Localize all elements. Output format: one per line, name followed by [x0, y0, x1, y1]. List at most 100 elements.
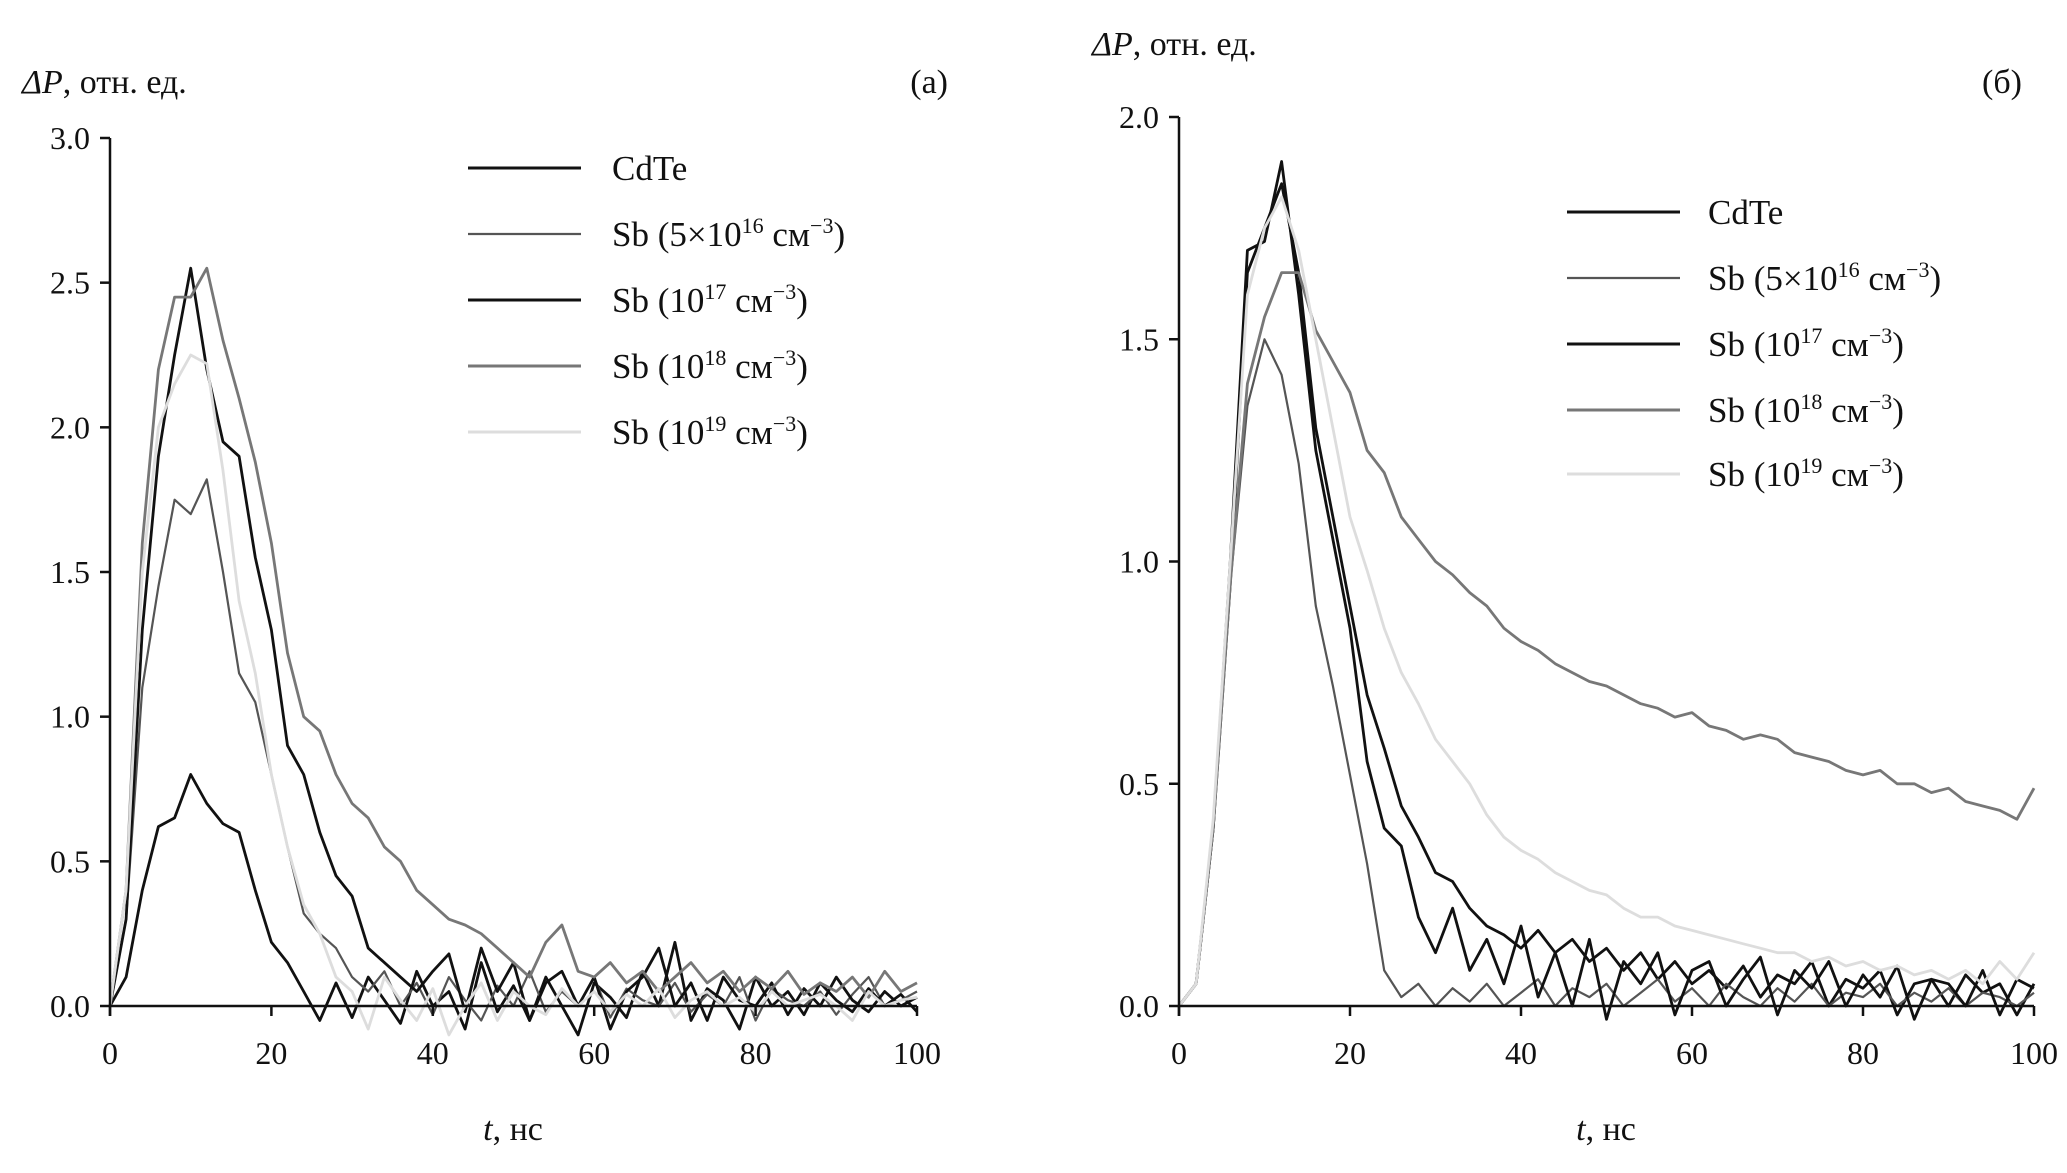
- legend-text: см: [764, 215, 810, 254]
- series-line-4: [108, 353, 918, 1037]
- series-line-1: [1178, 338, 2035, 1008]
- series-line-0: [108, 773, 919, 1037]
- y-axis-label: ΔP, отн. ед.: [20, 64, 187, 101]
- legend-label: Sb (1019 см−3): [612, 411, 808, 452]
- legend-text: Sb (10: [612, 281, 704, 320]
- series-line-3: [1177, 271, 2036, 1007]
- x-tick-label: 100: [2010, 1035, 2058, 1071]
- legend-superscript: 16: [742, 213, 764, 238]
- series-line-1: [108, 478, 918, 1022]
- y-tick-label: 2.5: [50, 265, 90, 301]
- legend-superscript: −3: [1869, 323, 1892, 348]
- legend-text: см: [726, 413, 772, 452]
- legend-text: см: [726, 347, 772, 386]
- legend-label: CdTe: [1708, 193, 1783, 232]
- legend-text: ): [1892, 325, 1904, 364]
- legend-item: Sb (1019 см−3): [468, 411, 808, 452]
- legend-item: CdTe: [468, 149, 687, 188]
- series-line-4: [1177, 195, 2036, 1007]
- legend-label: Sb (5×1016 см−3): [612, 213, 845, 254]
- legend-text: Sb (10: [612, 413, 704, 452]
- y-axis-label-symbol: ΔP: [20, 64, 63, 101]
- y-tick-label: 1.0: [50, 699, 90, 735]
- chart-panel-b: ΔP, отн. ед. (б) t, нс 0.0 0.5 1.0 1.5 2.0 0 2…: [1090, 26, 2058, 1148]
- x-tick-label: 0: [102, 1035, 118, 1071]
- legend-text: см: [1860, 259, 1906, 298]
- legend-item: Sb (1018 см−3): [1567, 389, 1904, 430]
- legend-item: Sb (1017 см−3): [1567, 323, 1904, 364]
- legend-item: Sb (1019 см−3): [1567, 453, 1904, 494]
- legend-superscript: −3: [1869, 389, 1892, 414]
- legend-text: Sb (10: [1708, 391, 1800, 430]
- legend-superscript: 19: [1800, 453, 1822, 478]
- legend-superscript: 18: [704, 345, 726, 370]
- legend-text: Sb (10: [612, 347, 704, 386]
- legend-text: Sb (10: [1708, 455, 1800, 494]
- legend-item: Sb (5×1016 см−3): [1567, 257, 1941, 298]
- x-tick-label: 60: [578, 1035, 610, 1071]
- x-axis-label-symbol: t: [483, 1111, 494, 1148]
- legend-text: CdTe: [1708, 193, 1783, 232]
- y-axis-label-unit: , отн. ед.: [63, 64, 187, 101]
- legend-text: Sb (5×10: [1708, 259, 1838, 298]
- series-line-2: [1177, 160, 2035, 1021]
- legend-text: ): [796, 347, 808, 386]
- y-tick-label: 2.0: [50, 409, 90, 445]
- x-axis-label-symbol: t: [1576, 1111, 1587, 1148]
- x-tick-label: 60: [1676, 1035, 1708, 1071]
- legend-text: см: [726, 281, 772, 320]
- legend-text: см: [1822, 455, 1868, 494]
- legend-text: ): [1892, 455, 1904, 494]
- y-tick-label: 0.0: [50, 988, 90, 1024]
- y-tick-label: 3.0: [50, 120, 90, 156]
- series-line-0: [1177, 182, 2036, 1017]
- legend-superscript: −3: [1906, 257, 1929, 282]
- legend-item: CdTe: [1567, 193, 1783, 232]
- legend-label: Sb (1018 см−3): [612, 345, 808, 386]
- legend-superscript: 18: [1800, 389, 1822, 414]
- legend-text: CdTe: [612, 149, 687, 188]
- series-line-3: [108, 266, 918, 1007]
- x-tick-label: 80: [740, 1035, 772, 1071]
- legend-text: см: [1822, 391, 1868, 430]
- y-tick-label: 0.5: [1119, 766, 1159, 802]
- x-tick-label: 20: [1334, 1035, 1366, 1071]
- chart-panel-a: ΔP, отн. ед. (a) t, нс 0.0 0.5 1.0 1.5 2.0 2.…: [20, 64, 948, 1148]
- x-tick-label: 20: [255, 1035, 287, 1071]
- y-tick-label: 2.0: [1119, 99, 1159, 135]
- y-tick-label: 0.5: [50, 843, 90, 879]
- legend-superscript: 17: [1800, 323, 1822, 348]
- legend-text: Sb (5×10: [612, 215, 742, 254]
- legend-item: Sb (1018 см−3): [468, 345, 808, 386]
- legend-label: Sb (1017 см−3): [612, 279, 808, 320]
- legend-superscript: −3: [773, 345, 796, 370]
- panel-label: (б): [1982, 64, 2022, 101]
- x-tick-label: 40: [1505, 1035, 1537, 1071]
- x-axis-label-unit: , нс: [493, 1111, 543, 1148]
- legend-item: Sb (1017 см−3): [468, 279, 808, 320]
- x-tick-label: 80: [1847, 1035, 1879, 1071]
- legend-text: ): [833, 215, 845, 254]
- x-axis-label: t, нс: [483, 1111, 543, 1148]
- legend-label: Sb (1017 см−3): [1708, 323, 1904, 364]
- y-axis-label-unit: , отн. ед.: [1133, 26, 1257, 63]
- legend-superscript: 19: [704, 411, 726, 436]
- legend-superscript: 16: [1838, 257, 1860, 282]
- y-tick-label: 1.5: [1119, 321, 1159, 357]
- legend-text: ): [796, 281, 808, 320]
- legend-text: Sb (10: [1708, 325, 1800, 364]
- y-tick-label: 1.0: [1119, 544, 1159, 580]
- y-axis-label: ΔP, отн. ед.: [1090, 26, 1257, 63]
- y-tick-label: 0.0: [1119, 988, 1159, 1024]
- x-tick-label: 40: [417, 1035, 449, 1071]
- legend-text: ): [1929, 259, 1941, 298]
- legend-label: Sb (1019 см−3): [1708, 453, 1904, 494]
- legend-superscript: 17: [704, 279, 726, 304]
- legend-item: Sb (5×1016 см−3): [468, 213, 845, 254]
- y-axis-label-symbol: ΔP: [1090, 26, 1133, 63]
- x-tick-label: 0: [1171, 1035, 1187, 1071]
- legend-superscript: −3: [773, 279, 796, 304]
